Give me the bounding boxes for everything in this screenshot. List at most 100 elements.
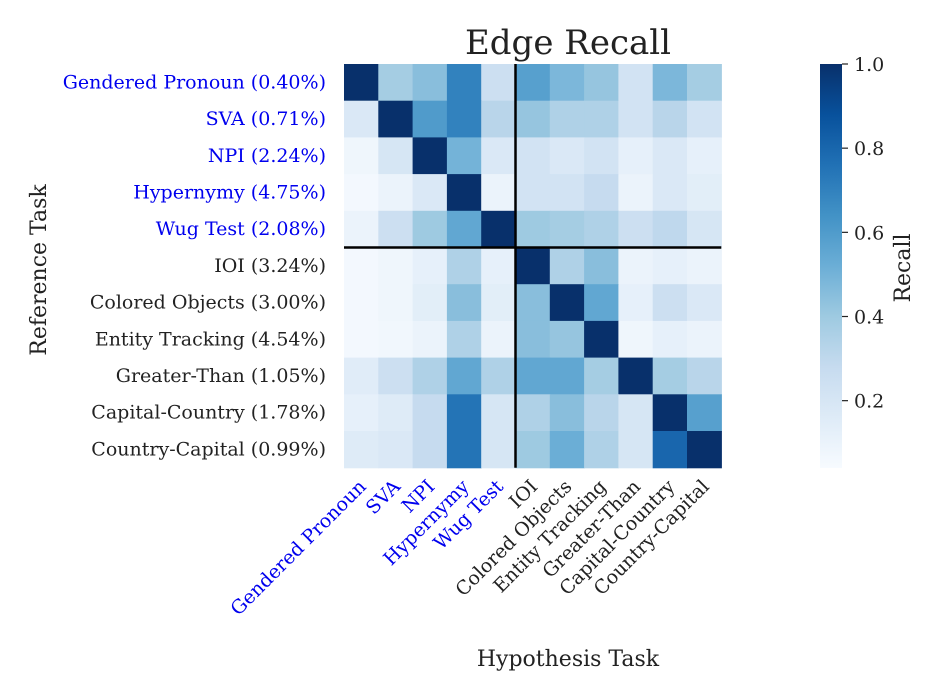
colorbar-tick-label: 0.6	[854, 222, 884, 244]
heatmap-cell	[515, 431, 551, 469]
y-tick-label: Country-Capital (0.99%)	[91, 438, 326, 460]
heatmap-cell	[687, 394, 722, 432]
heatmap-cell	[549, 137, 585, 175]
y-axis-label: Reference Task	[27, 184, 52, 356]
heatmap-cell	[344, 174, 379, 212]
heatmap-cell	[515, 247, 551, 285]
heatmap-cell	[687, 64, 722, 102]
heatmap-cell	[652, 247, 688, 285]
heatmap-cell	[618, 64, 654, 102]
heatmap-cell	[618, 320, 654, 359]
heatmap-cell	[584, 431, 619, 469]
heatmap-cell	[446, 394, 482, 432]
heatmap-cell	[687, 137, 722, 175]
heatmap-cell	[584, 247, 619, 285]
heatmap-cell	[652, 64, 688, 102]
colorbar-tick-label: 0.2	[854, 391, 884, 413]
heatmap-cell	[687, 320, 722, 359]
heatmap-cell	[344, 431, 379, 469]
heatmap-cell	[584, 320, 619, 359]
heatmap-cell	[515, 394, 551, 432]
y-tick-label: Entity Tracking (4.54%)	[95, 328, 326, 350]
heatmap-cell	[652, 394, 688, 432]
heatmap-cell	[652, 431, 688, 469]
heatmap-cell	[515, 137, 551, 175]
heatmap-cells	[344, 64, 722, 469]
colorbar-tick-label: 0.8	[854, 138, 884, 160]
heatmap-cell	[652, 357, 688, 395]
heatmap-cell	[584, 394, 619, 432]
x-axis-label: Hypothesis Task	[477, 647, 660, 672]
heatmap-cell	[412, 64, 448, 102]
heatmap-cell	[652, 284, 688, 322]
y-tick-label: Gendered Pronoun (0.40%)	[63, 71, 326, 93]
heatmap-cell	[618, 174, 654, 212]
heatmap-cell	[652, 100, 688, 138]
colorbar-tick-label: 1.0	[854, 54, 884, 76]
heatmap-cell	[412, 431, 448, 469]
heatmap-cell	[344, 357, 379, 395]
colorbar-label: Recall	[891, 233, 916, 302]
heatmap-cell	[652, 174, 688, 212]
quadrant-dividers	[344, 64, 722, 468]
heatmap-cell	[446, 174, 482, 212]
heatmap-cell	[481, 320, 517, 359]
heatmap-cell	[515, 174, 551, 212]
heatmap-cell	[344, 64, 379, 102]
heatmap-cell	[481, 137, 517, 175]
heatmap-cell	[584, 210, 619, 249]
heatmap-cell	[412, 174, 448, 212]
colorbar-ticks: 0.2 0.4 0.6 0.8 1.0	[842, 54, 884, 413]
heatmap-cell	[618, 394, 654, 432]
heatmap-cell	[344, 284, 379, 322]
heatmap-cell	[378, 137, 414, 175]
heatmap-cell	[378, 210, 414, 249]
heatmap-cell	[344, 320, 379, 359]
heatmap-cell	[652, 137, 688, 175]
heatmap-cell	[446, 100, 482, 138]
heatmap-cell	[584, 174, 619, 212]
heatmap-cell	[378, 284, 414, 322]
heatmap-cell	[412, 247, 448, 285]
heatmap-cell	[344, 210, 379, 249]
heatmap-cell	[549, 284, 585, 322]
heatmap-cell	[378, 174, 414, 212]
heatmap-cell	[412, 394, 448, 432]
heatmap-cell	[378, 357, 414, 395]
heatmap-cell	[549, 100, 585, 138]
heatmap-cell	[618, 247, 654, 285]
heatmap-cell	[618, 431, 654, 469]
heatmap-cell	[481, 100, 517, 138]
heatmap-cell	[549, 320, 585, 359]
y-tick-labels: Gendered Pronoun (0.40%) SVA (0.71%) NPI (…	[63, 71, 326, 460]
heatmap-cell	[446, 247, 482, 285]
heatmap-cell	[446, 284, 482, 322]
y-tick-label: SVA (0.71%)	[206, 108, 326, 130]
heatmap-cell	[378, 431, 414, 469]
heatmap-cell	[549, 247, 585, 285]
heatmap-cell	[446, 64, 482, 102]
heatmap-cell	[584, 100, 619, 138]
chart-title: Edge Recall	[465, 23, 671, 63]
heatmap-cell	[412, 210, 448, 249]
heatmap-cell	[481, 174, 517, 212]
heatmap-cell	[412, 284, 448, 322]
heatmap-cell	[687, 357, 722, 395]
heatmap-cell	[549, 210, 585, 249]
heatmap-cell	[446, 431, 482, 469]
heatmap-cell	[344, 394, 379, 432]
heatmap-cell	[618, 284, 654, 322]
heatmap-cell	[687, 247, 722, 285]
heatmap-cell	[446, 320, 482, 359]
heatmap-cell	[618, 137, 654, 175]
heatmap-cell	[515, 210, 551, 249]
y-tick-label: Hypernymy (4.75%)	[133, 181, 326, 203]
heatmap-cell	[549, 357, 585, 395]
heatmap-cell	[515, 64, 551, 102]
heatmap-cell	[618, 100, 654, 138]
x-tick-label: SVA	[362, 475, 405, 518]
heatmap-cell	[584, 284, 619, 322]
heatmap-cell	[446, 357, 482, 395]
heatmap-cell	[378, 100, 414, 138]
heatmap-cell	[687, 174, 722, 212]
